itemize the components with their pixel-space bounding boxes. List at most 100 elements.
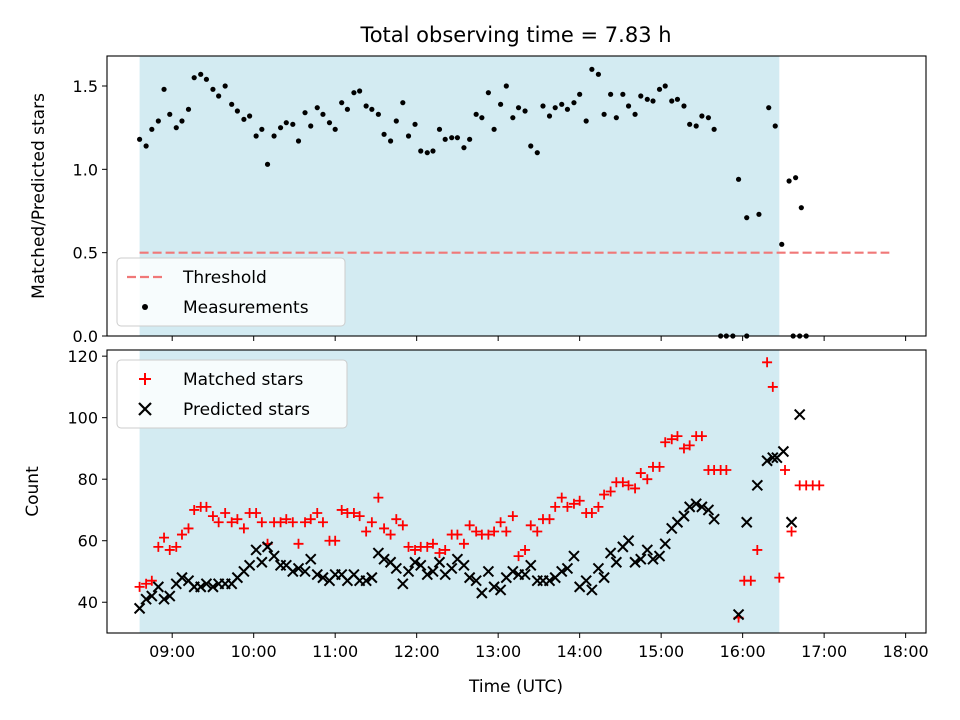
measurement-point: [339, 100, 345, 106]
matched-point: [452, 529, 463, 540]
predicted-point: [777, 445, 790, 458]
matched-point: [336, 504, 347, 515]
matched-point: [630, 483, 641, 494]
y-tick-label: 0.0: [73, 327, 98, 346]
predicted-point: [641, 544, 654, 556]
predicted-point: [317, 571, 329, 584]
measurement-point: [161, 86, 167, 92]
measurement-point: [669, 98, 675, 104]
matched-point: [164, 544, 175, 555]
measurement-point: [216, 93, 222, 99]
measurement-point: [485, 90, 491, 96]
predicted-point: [195, 581, 207, 593]
y-tick-label: 60: [78, 532, 98, 551]
measurement-point: [198, 71, 204, 77]
matched-point: [238, 523, 249, 534]
matched-point: [176, 529, 187, 540]
legend-dot-swatch: [142, 304, 148, 310]
predicted-point: [402, 565, 415, 578]
matched-point: [617, 477, 628, 488]
measurement-point: [522, 108, 528, 114]
measurement-point: [650, 98, 656, 104]
y-tick-label: 120: [67, 347, 98, 366]
measurement-point: [320, 111, 326, 117]
predicted-point: [741, 516, 753, 528]
measurement-point: [613, 115, 619, 121]
predicted-point: [458, 559, 470, 572]
matched-point: [520, 544, 531, 555]
measurement-point: [369, 106, 375, 112]
predicted-point: [415, 559, 427, 572]
predicted-point: [268, 550, 280, 562]
matched-point: [361, 526, 372, 537]
predicted-point: [152, 581, 165, 593]
matched-point: [134, 581, 145, 592]
matched-point: [281, 514, 292, 525]
measurement-point: [479, 115, 485, 121]
x-tick-label: 14:00: [557, 642, 603, 661]
predicted-point: [305, 553, 317, 565]
matched-point: [489, 526, 500, 537]
matched-point: [605, 486, 616, 497]
predicted-point: [785, 516, 798, 528]
measurement-point: [699, 113, 705, 119]
predicted-point: [610, 556, 623, 568]
measurement-point: [264, 161, 271, 167]
predicted-point: [470, 574, 482, 587]
matched-point: [780, 464, 791, 475]
measurement-point: [314, 105, 320, 111]
measurement-point: [454, 135, 461, 141]
matched-point: [654, 461, 665, 472]
predicted-point: [647, 553, 659, 565]
predicted-point: [158, 593, 170, 605]
matched-point: [635, 468, 646, 479]
measurement-point: [185, 106, 192, 112]
measurement-point: [229, 101, 235, 107]
predicted-point: [463, 571, 476, 584]
measurement-point: [786, 178, 792, 184]
measurement-point: [436, 126, 443, 132]
matched-point: [483, 529, 494, 540]
matched-point: [666, 434, 677, 445]
measurement-point: [332, 126, 338, 132]
predicted-point: [629, 556, 641, 568]
predicted-point: [176, 571, 188, 584]
legend-box: [116, 257, 346, 327]
predicted-point: [482, 565, 495, 578]
matched-point: [410, 544, 421, 555]
measurement-point: [503, 83, 509, 89]
measurement-point: [241, 116, 247, 122]
y-axis-label: Matched/Predicted stars: [29, 93, 49, 299]
measurement-point: [210, 86, 216, 92]
measurement-point: [583, 118, 589, 124]
measurement-point: [510, 115, 516, 121]
measurement-point: [798, 205, 804, 211]
matched-point: [251, 508, 262, 519]
matched-point: [696, 431, 707, 442]
legend-x-swatch: [138, 402, 152, 416]
predicted-point: [133, 602, 146, 615]
matched-point: [330, 535, 341, 546]
predicted-point: [592, 562, 605, 575]
panels: 0.0 0.5 1.0 1.5 Matched/Predicted stars Thres…: [23, 55, 929, 661]
measurement-point: [179, 118, 185, 124]
matched-point: [586, 508, 597, 519]
x-tick-label: 17:00: [801, 642, 847, 661]
measurement-point: [381, 131, 387, 137]
measurement-point: [473, 111, 479, 117]
measurement-point: [601, 111, 607, 117]
predicted-point: [243, 559, 256, 572]
measurement-point: [155, 118, 161, 124]
measurement-point: [608, 91, 614, 97]
measurement-point: [253, 133, 259, 139]
matched-point: [354, 511, 365, 522]
matched-point: [556, 492, 567, 503]
matched-point: [317, 517, 328, 528]
measurement-point: [656, 86, 663, 92]
measurement-point: [564, 106, 571, 112]
predicted-point: [622, 535, 635, 547]
predicted-point: [761, 455, 773, 467]
predicted-point: [250, 544, 262, 556]
measurement-point: [662, 83, 668, 89]
